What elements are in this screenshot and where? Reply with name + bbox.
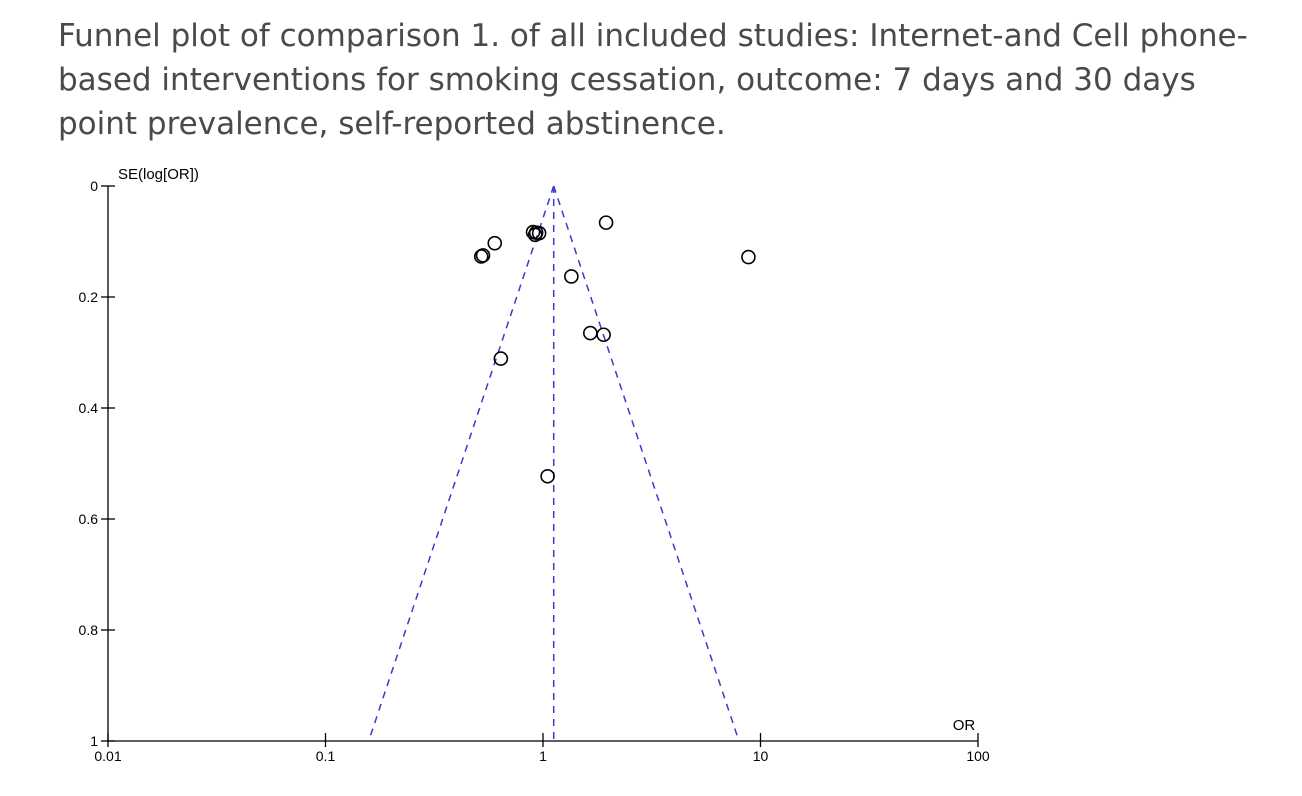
x-tick-label: 0.01 (94, 748, 121, 764)
y-tick-label: 0 (90, 178, 98, 194)
study-point (741, 249, 756, 265)
study-point (596, 327, 611, 343)
study-point (493, 351, 509, 366)
study-point (598, 215, 614, 230)
x-axis-title: OR (953, 717, 976, 734)
funnel-lines (367, 185, 740, 742)
study-point (564, 269, 579, 284)
x-tick-label: 100 (966, 748, 990, 764)
x-tick-label: 10 (753, 748, 769, 764)
y-tick-label: 0.6 (79, 511, 99, 527)
study-point (487, 235, 503, 251)
y-tick-label: 0.4 (79, 400, 99, 416)
y-tick-label: 0.8 (79, 622, 99, 638)
study-point (475, 248, 491, 263)
x-tick-label: 1 (539, 748, 547, 764)
study-point (540, 468, 555, 484)
y-tick-label: 0.2 (79, 289, 99, 305)
study-points (473, 215, 756, 484)
study-point (527, 227, 543, 243)
x-tick-label: 0.1 (316, 748, 336, 764)
chart-title: Funnel plot of comparison 1. of all incl… (58, 18, 1248, 142)
axes (101, 185, 979, 747)
funnel-left-limit (367, 185, 555, 742)
funnel-right-limit (552, 185, 740, 742)
study-point (583, 325, 598, 341)
y-tick-label: 1 (90, 733, 98, 749)
study-point (473, 249, 489, 264)
y-axis-title: SE(log[OR]) (118, 166, 199, 183)
